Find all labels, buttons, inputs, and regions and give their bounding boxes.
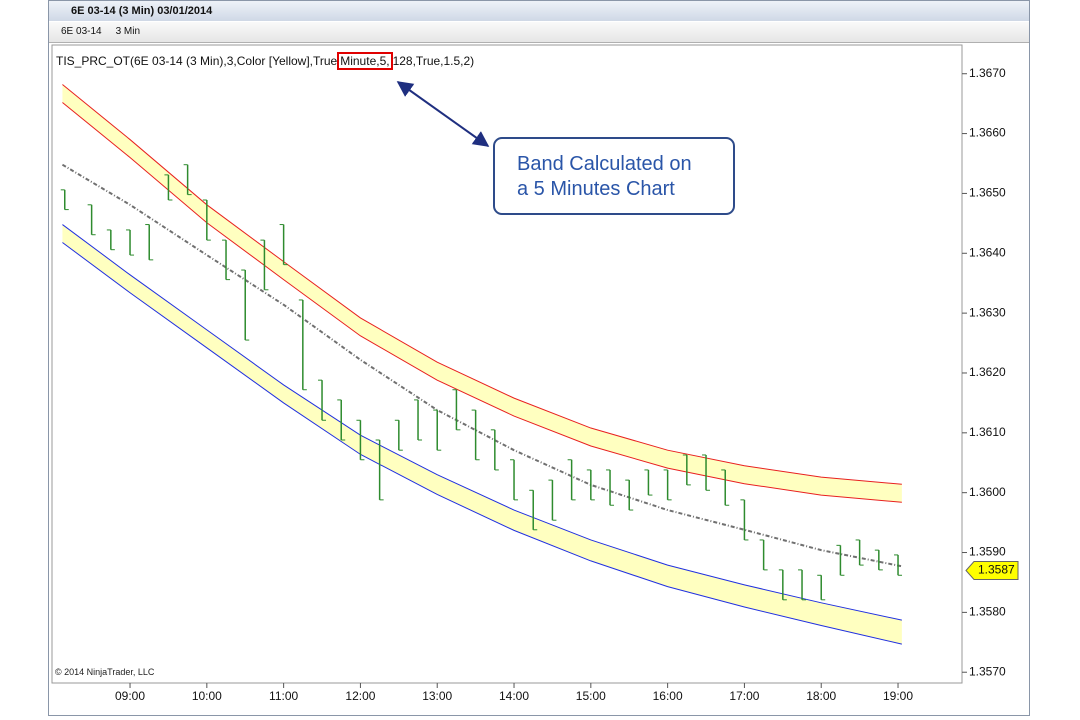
callout-box: Band Calculated on a 5 Minutes Chart — [493, 137, 735, 215]
band-line — [61, 163, 903, 568]
y-tick-label: 1.3590 — [969, 545, 1006, 559]
callout-line: a 5 Minutes Chart — [517, 178, 675, 200]
window-title: 6E 03-14 (3 Min) 03/01/2014 — [71, 5, 213, 17]
band-line — [62, 84, 902, 485]
x-tick-label: 19:00 — [883, 689, 913, 703]
x-tick-label: 09:00 — [115, 689, 145, 703]
x-tick-label: 14:00 — [499, 689, 529, 703]
last-price-tag — [965, 560, 1019, 580]
interval-selector[interactable]: 3 Min — [115, 26, 141, 37]
x-tick-label: 16:00 — [653, 689, 683, 703]
indicator-prefix: TIS_PRC_OT(6E 03-14 (3 Min),3,Color [Yel… — [56, 54, 338, 68]
indicator-suffix: 128,True,1.5,2) — [392, 54, 475, 68]
plot-area — [60, 84, 903, 645]
indicator-highlight: Minute,5, — [337, 52, 393, 70]
band-line — [62, 102, 902, 503]
chart-window: 6E 03-14 (3 Min) 03/01/2014 6E 03-14 3 Mi… — [48, 0, 1030, 716]
x-tick-label: 13:00 — [422, 689, 452, 703]
y-tick-label: 1.3640 — [969, 245, 1006, 259]
y-tick-label: 1.3600 — [969, 485, 1006, 499]
instrument-selector[interactable]: 6E 03-14 — [61, 26, 102, 37]
indicator-label: TIS_PRC_OT(6E 03-14 (3 Min),3,Color [Yel… — [56, 52, 475, 70]
x-tick-label: 11:00 — [269, 689, 298, 703]
callout-line: Band Calculated on — [517, 153, 692, 175]
y-tick-label: 1.3650 — [969, 186, 1006, 200]
y-tick-label: 1.3630 — [969, 305, 1006, 319]
y-tick-label: 1.3660 — [969, 126, 1006, 140]
band-fill — [62, 224, 902, 645]
y-tick-label: 1.3670 — [969, 66, 1006, 80]
x-tick-label: 18:00 — [806, 689, 836, 703]
toolbar: 6E 03-14 3 Min — [49, 22, 1029, 43]
x-tick-label: 12:00 — [345, 689, 375, 703]
copyright: © 2014 NinjaTrader, LLC — [55, 667, 155, 677]
title-bar: 6E 03-14 (3 Min) 03/01/2014 — [49, 1, 1029, 21]
y-tick-label: 1.3580 — [969, 605, 1006, 619]
x-tick-label: 15:00 — [576, 689, 606, 703]
x-tick-label: 10:00 — [192, 689, 222, 703]
band-line — [62, 224, 902, 621]
plot-frame — [51, 44, 963, 684]
band-fill — [62, 84, 902, 503]
y-tick-label: 1.3620 — [969, 365, 1006, 379]
last-price-label: 1.3587 — [978, 563, 1015, 577]
band-line — [62, 242, 902, 645]
x-tick-label: 17:00 — [729, 689, 759, 703]
callout-arrow — [396, 81, 490, 147]
y-tick-label: 1.3570 — [969, 664, 1006, 678]
y-tick-label: 1.3610 — [969, 425, 1006, 439]
